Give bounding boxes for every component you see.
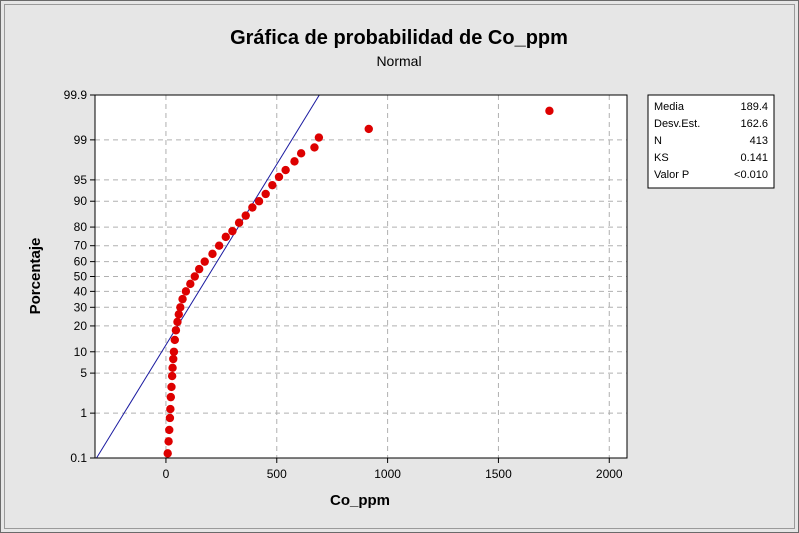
data-point (274, 172, 284, 182)
x-tick-label: 1000 (374, 467, 401, 481)
data-point (181, 287, 191, 296)
data-point (174, 310, 183, 319)
chart-subtitle: Normal (376, 53, 421, 69)
data-point (171, 326, 181, 335)
data-point (176, 303, 185, 312)
data-point (281, 165, 290, 175)
y-tick-label: 95 (74, 173, 88, 187)
data-point (290, 157, 299, 166)
stats-label: KS (654, 152, 669, 164)
plot-border (94, 94, 628, 459)
x-tick-label: 0 (163, 467, 170, 481)
y-tick-label: 30 (74, 300, 88, 314)
y-axis-label: Porcentaje (27, 238, 44, 315)
y-tick-label: 50 (74, 270, 88, 284)
y-tick-label: 99.9 (64, 88, 88, 102)
data-point (186, 279, 195, 289)
y-tick-label: 70 (74, 239, 88, 253)
data-point (241, 211, 250, 220)
data-point (268, 180, 277, 190)
data-point (166, 404, 175, 414)
stats-label: Valor P (654, 169, 689, 181)
data-point (173, 317, 182, 327)
stats-value: 162.6 (740, 118, 768, 130)
stats-label: Media (654, 101, 685, 113)
stats-value: 0.141 (740, 152, 768, 164)
data-point (208, 249, 217, 259)
y-tick-label: 40 (74, 284, 88, 298)
data-point (254, 197, 264, 206)
stats-value: <0.010 (734, 169, 768, 181)
data-point (545, 106, 554, 116)
data-point (248, 203, 257, 212)
x-tick-label: 1500 (485, 467, 512, 481)
data-point (296, 149, 306, 158)
data-point (169, 354, 178, 364)
data-point (221, 232, 230, 242)
data-point (170, 335, 179, 345)
x-axis-label: Co_ppm (330, 492, 390, 509)
data-point (164, 437, 173, 446)
y-tick-label: 99 (74, 133, 88, 147)
data-point (200, 257, 209, 266)
data-point (168, 363, 177, 373)
y-tick-label: 60 (74, 255, 88, 269)
data-point (228, 226, 237, 236)
data-point (314, 133, 324, 142)
data-point (214, 241, 224, 250)
data-point (167, 371, 177, 381)
data-point (165, 425, 174, 435)
y-tick-label: 80 (74, 220, 88, 234)
x-tick-label: 500 (267, 467, 287, 481)
data-point (194, 264, 204, 274)
stats-value: 189.4 (740, 101, 768, 113)
data-point (167, 382, 176, 392)
stats-box-border (647, 94, 775, 189)
y-tick-label: 10 (74, 345, 88, 359)
y-tick-label: 20 (74, 319, 88, 333)
data-point (310, 143, 319, 152)
data-point (261, 189, 270, 199)
stats-label: Desv.Est. (654, 118, 700, 130)
y-tick-label: 5 (80, 366, 87, 380)
stats-value: 413 (750, 135, 768, 147)
data-point (178, 294, 187, 304)
data-point (190, 272, 199, 281)
data-point (163, 449, 172, 458)
data-point (165, 413, 175, 423)
chart-title: Gráfica de probabilidad de Co_ppm (230, 27, 568, 49)
data-point (364, 124, 373, 134)
data-point (166, 392, 176, 402)
fit-line (96, 95, 320, 458)
x-tick-label: 2000 (596, 467, 623, 481)
y-tick-label: 90 (74, 194, 88, 208)
stats-label: N (654, 135, 662, 147)
data-point (169, 347, 179, 356)
data-point (234, 218, 244, 227)
y-tick-label: 1 (80, 406, 87, 420)
y-tick-label: 0.1 (70, 451, 87, 465)
stats-box: Media 189.4 Desv.Est. 162.6 N 413 KS 0.141 Valor… (647, 94, 775, 189)
